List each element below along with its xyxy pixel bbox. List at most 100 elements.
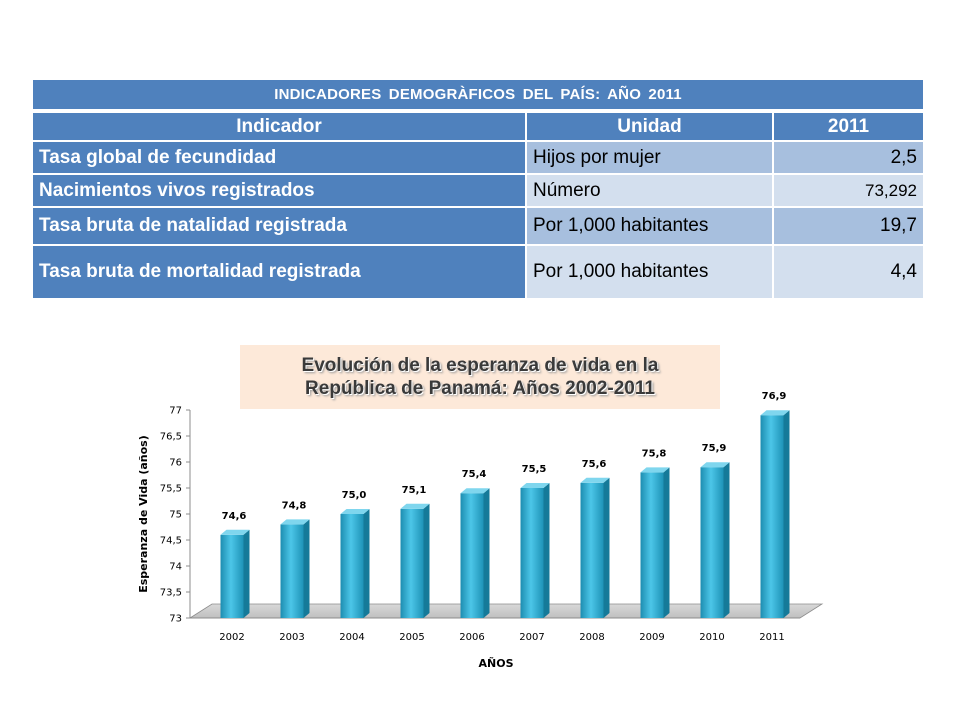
row-value: 2,5 — [774, 142, 925, 175]
table-header-row: Indicador Unidad 2011 — [33, 111, 925, 142]
x-tick-label: 2007 — [519, 632, 544, 643]
bar-side — [603, 477, 610, 618]
data-label: 76,9 — [762, 391, 787, 402]
bar-top — [580, 477, 610, 483]
chart-title-line-1: Evolución de la esperanza de vida en la — [301, 355, 659, 376]
chart-title-line-2: República de Panamá: Años 2002-2011 — [305, 378, 655, 399]
row-indicator: Nacimientos vivos registrados — [33, 175, 527, 208]
row-value: 73,292 — [774, 175, 925, 208]
bar-top — [760, 410, 790, 416]
x-tick-label: 2005 — [399, 632, 424, 643]
bar-2008 — [580, 477, 610, 618]
table-row: Tasa bruta de natalidad registrada Por 1… — [33, 208, 925, 246]
bar-side — [363, 509, 370, 618]
row-unit: Hijos por mujer — [527, 142, 774, 175]
y-tick-label: 76,5 — [160, 432, 182, 443]
x-tick-label: 2010 — [699, 632, 724, 643]
y-tick-label: 75 — [169, 510, 182, 521]
y-axis-title: Esperanza de Vida (años) — [137, 435, 150, 593]
row-indicator: Tasa bruta de mortalidad registrada — [33, 246, 527, 300]
data-label: 75,1 — [402, 485, 427, 496]
x-tick-label: 2002 — [219, 632, 244, 643]
bar-front — [220, 534, 244, 618]
header-year: 2011 — [774, 111, 925, 142]
header-unit: Unidad — [527, 111, 774, 142]
bar-front — [280, 524, 304, 618]
x-tick-label: 2008 — [579, 632, 604, 643]
x-tick-label: 2004 — [339, 632, 364, 643]
y-tick-label: 73,5 — [160, 588, 182, 599]
bar-top — [460, 488, 490, 494]
table-title-row: INDICADORES DEMOGRÀFICOS DEL PAÍS: AÑO 2… — [33, 80, 925, 111]
bar-top — [280, 519, 310, 525]
bar-front — [760, 415, 784, 618]
y-tick-label: 74 — [169, 562, 182, 573]
bar-top — [220, 529, 250, 535]
bar-front — [640, 472, 664, 618]
x-tick-label: 2011 — [759, 632, 784, 643]
bar-side — [783, 410, 790, 618]
x-axis-title: AÑOS — [479, 657, 514, 670]
bar-front — [580, 482, 604, 618]
x-tick-label: 2003 — [279, 632, 304, 643]
table-title: INDICADORES DEMOGRÀFICOS DEL PAÍS: AÑO 2… — [33, 80, 925, 111]
bar-side — [723, 462, 730, 618]
bar-side — [483, 488, 490, 618]
bar-2005 — [400, 503, 430, 618]
bar-side — [303, 519, 310, 618]
bar-front — [340, 514, 364, 618]
row-unit: Número — [527, 175, 774, 208]
bar-2010 — [700, 462, 730, 618]
chart-bars — [220, 410, 790, 618]
data-label: 75,9 — [702, 443, 727, 454]
chart-title: Evolución de la esperanza de vida en la … — [240, 345, 720, 409]
row-indicator: Tasa global de fecundidad — [33, 142, 527, 175]
x-tick-label: 2006 — [459, 632, 484, 643]
row-value: 4,4 — [774, 246, 925, 300]
y-tick-label: 76 — [169, 458, 182, 469]
demographic-indicators-table: INDICADORES DEMOGRÀFICOS DEL PAÍS: AÑO 2… — [33, 80, 925, 300]
row-value: 19,7 — [774, 208, 925, 246]
table-row: Tasa global de fecundidad Hijos por muje… — [33, 142, 925, 175]
bar-front — [400, 508, 424, 618]
row-unit: Por 1,000 habitantes — [527, 208, 774, 246]
row-unit: Por 1,000 habitantes — [527, 246, 774, 300]
bar-top — [700, 462, 730, 468]
bar-2003 — [280, 519, 310, 618]
chart-labels: 73 73,5 74 74,5 75 75,5 76 76,5 77 74,6 2002 74,8 20… — [160, 391, 787, 643]
bar-2004 — [340, 509, 370, 618]
bar-side — [423, 503, 430, 618]
table-row: Nacimientos vivos registrados Número 73,… — [33, 175, 925, 208]
data-label: 74,6 — [222, 511, 247, 522]
bar-side — [243, 529, 250, 618]
header-indicator: Indicador — [33, 111, 527, 142]
bar-2009 — [640, 467, 670, 618]
bar-side — [543, 483, 550, 618]
data-label: 75,6 — [582, 459, 607, 470]
data-label: 74,8 — [282, 500, 307, 511]
bar-2006 — [460, 488, 490, 618]
data-label: 75,8 — [642, 448, 667, 459]
bar-2007 — [520, 483, 550, 618]
row-indicator: Tasa bruta de natalidad registrada — [33, 208, 527, 246]
bar-2002 — [220, 529, 250, 618]
y-tick-label: 73 — [169, 614, 182, 625]
bar-front — [520, 488, 544, 618]
table-row: Tasa bruta de mortalidad registrada Por … — [33, 246, 925, 300]
bar-top — [520, 483, 550, 488]
bar-top — [340, 509, 370, 514]
bar-2011 — [760, 410, 790, 618]
bar-front — [700, 467, 724, 618]
data-label: 75,0 — [342, 490, 367, 501]
data-label: 75,4 — [462, 469, 487, 480]
bar-side — [663, 467, 670, 618]
bar-front — [460, 493, 484, 618]
bar-top — [400, 503, 430, 509]
y-tick-label: 74,5 — [160, 536, 182, 547]
data-label: 75,5 — [522, 464, 547, 475]
x-tick-label: 2009 — [639, 632, 664, 643]
bar-top — [640, 467, 670, 473]
y-tick-label: 75,5 — [160, 484, 182, 495]
y-tick-label: 77 — [169, 406, 182, 417]
